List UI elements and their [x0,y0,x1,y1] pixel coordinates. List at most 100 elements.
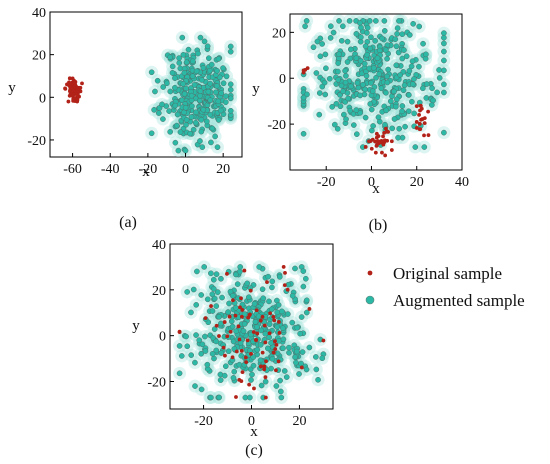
augmented-point [225,309,231,315]
augmented-point [248,377,254,383]
original-point [203,316,208,321]
augmented-point [172,84,178,91]
original-point [277,320,281,324]
augmented-point [376,47,383,54]
augmented-point [283,374,290,380]
augmented-point [179,34,186,41]
augmented-point [176,60,183,66]
augmented-point [389,125,396,132]
original-point [303,67,308,72]
augmented-point [175,147,182,154]
augmented-point [436,75,443,81]
augmented-point [441,30,447,36]
augmented-point [337,103,344,110]
augmented-point [236,268,243,275]
original-point [263,340,268,345]
augmented-point [167,129,174,135]
augmented-point [347,46,354,53]
panel-b: -20 0 20 40 -20 0 20 x y (b) [252,13,469,234]
y-tick-label: -20 [147,376,166,391]
original-point [260,350,265,355]
augmented-point [436,67,442,73]
original-point [273,347,278,351]
augmented-point [381,28,388,34]
augmented-point [151,106,157,113]
augmented-point [180,81,187,87]
augmented-point [317,53,324,60]
augmented-point [370,123,376,129]
legend-original-label: Original sample [393,264,502,283]
augmented-point [363,72,370,79]
augmented-point [281,368,288,374]
original-point [231,298,235,303]
original-point [277,331,282,335]
augmented-point [394,25,401,31]
panel-a-points [63,34,234,154]
x-tick-label: -20 [317,175,336,190]
original-point [417,112,421,117]
augmented-point [353,131,360,137]
original-point [273,339,277,344]
augmented-point [176,370,183,377]
augmented-point [409,58,416,65]
original-point [285,287,290,292]
augmented-point [217,377,224,383]
augmented-point [296,371,302,377]
augmented-point [326,75,333,82]
original-point [258,364,263,369]
augmented-point [264,345,271,352]
augmented-point [336,18,342,24]
original-point [246,315,251,320]
augmented-point [198,350,205,357]
original-point [244,360,249,365]
original-point [240,370,245,375]
augmented-point [191,82,198,88]
augmented-point [257,341,264,348]
augmented-point [382,47,389,54]
augmented-point [214,144,221,151]
augmented-point [406,32,413,38]
augmented-point [338,37,345,44]
y-tick-label: 20 [32,49,46,64]
augmented-point [198,292,205,298]
original-point [225,271,229,276]
augmented-point [293,348,300,355]
augmented-point [411,110,418,117]
augmented-point [406,68,413,74]
augmented-point [214,289,221,295]
original-point [414,120,419,124]
augmented-point [376,71,383,77]
augmented-point [353,55,360,61]
original-point [418,108,422,113]
augmented-point [205,88,212,95]
augmented-point [344,38,351,45]
panel-a-xlabel: x [142,164,150,180]
augmented-point [266,321,273,327]
augmented-point [416,23,423,30]
panel-a-frame [49,11,243,158]
augmented-point [381,18,388,24]
original-point [217,334,221,338]
augmented-point [357,20,363,26]
augmented-point [247,331,254,338]
augmented-point [202,348,209,354]
original-point [221,345,226,350]
augmented-point [345,95,351,102]
augmented-point [198,128,205,135]
legend-original-marker [367,270,373,276]
augmented-point [209,308,216,314]
original-point [417,121,422,126]
augmented-point [420,40,426,47]
augmented-point [199,144,206,150]
augmented-point [190,286,197,293]
augmented-point [180,51,187,58]
augmented-point [302,23,308,30]
augmented-point [319,355,326,362]
augmented-point [217,107,224,114]
augmented-point [212,133,218,140]
augmented-point [198,116,205,123]
augmented-point [303,366,310,373]
x-tick-label: 20 [410,175,424,190]
augmented-point [441,57,447,64]
augmented-point [247,394,253,401]
